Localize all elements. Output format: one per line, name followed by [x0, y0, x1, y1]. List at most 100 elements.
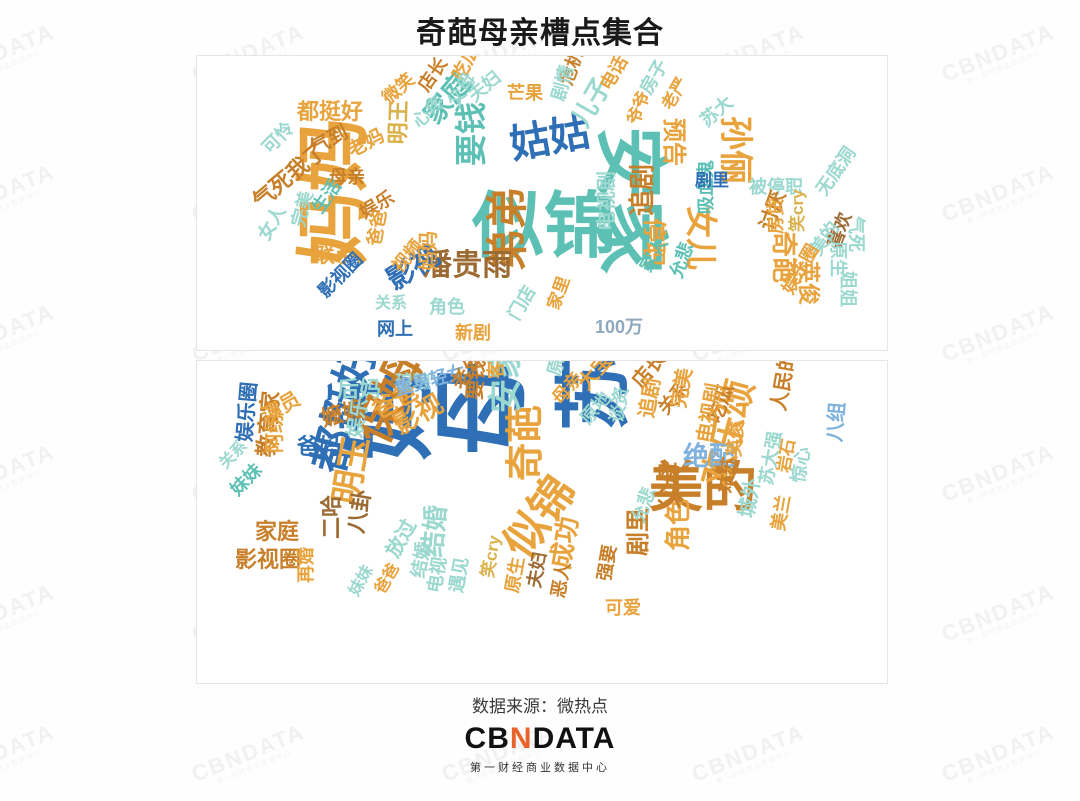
wordcloud-panel-bottom: 母妈苏大美的保姆都挺好似锦奇葩安家欢乐颂明玉影视结婚绝配成功角色剧里教育家后妈嬷…: [196, 360, 888, 684]
wordcloud-word: 新剧: [455, 323, 491, 343]
logo-subtitle: 第一财经商业数据中心: [470, 762, 610, 774]
wordcloud-word: 母亲: [329, 167, 365, 187]
wordcloud-bottom: 母妈苏大美的保姆都挺好似锦奇葩安家欢乐颂明玉影视结婚绝配成功角色剧里教育家后妈嬷…: [197, 361, 887, 683]
wordcloud-word: 家庭: [255, 519, 300, 544]
watermark-wordmark: CBNDATA: [0, 578, 59, 647]
wordcloud-word: 笑cry: [478, 533, 505, 580]
wordcloud-word: 都挺好: [297, 99, 364, 124]
wordcloud-word: 恶人: [548, 560, 574, 600]
wordcloud-word: 网上: [377, 319, 413, 339]
wordcloud-word: 被停职: [749, 177, 803, 197]
watermark-wordmark: CBNDATA: [938, 158, 1059, 227]
wordcloud-word: 家里: [544, 273, 574, 313]
watermark-wordmark: CBNDATA: [0, 438, 59, 507]
watermark-wordmark: CBNDATA: [938, 298, 1059, 367]
wordcloud-word: 门店: [504, 282, 540, 324]
wordcloud-word: 房贷: [766, 198, 786, 234]
wordcloud-word: 爷爷: [624, 88, 654, 128]
wordcloud-word: 预告: [660, 118, 687, 166]
data-source-label: 数据来源：微热点: [472, 697, 608, 716]
wordcloud-word: 要钱: [464, 360, 490, 401]
wordcloud-word: 阿纷: [264, 413, 286, 453]
wordcloud-word: 爸妈: [297, 434, 342, 459]
watermark-wordmark: CBNDATA: [0, 298, 59, 367]
wordcloud-panel-top: 妈妈 似锦 安家 姑姑 弟弟 潘贵雨 孙俪 女儿 要钱 家庭 影视 儿子 都挺好 气死我了 追剧 预告 奇葩 英俊…: [196, 55, 888, 351]
wordcloud-word: 姐姐: [838, 271, 858, 307]
watermark-subtitle: 第一财经商业数据中心: [0, 469, 43, 507]
wordcloud-word: 关系: [375, 295, 408, 312]
wordcloud-word: 再婚: [296, 547, 316, 583]
wordcloud-word: 要钱: [453, 101, 489, 166]
wordcloud-word: 气死: [846, 216, 866, 252]
wordcloud-word: 可爱: [605, 598, 641, 618]
watermark-wordmark: CBNDATA: [938, 438, 1059, 507]
wordcloud-word: 老严: [658, 74, 692, 113]
watermark-wordmark: CBNDATA: [0, 158, 59, 227]
wordcloud-top: 妈妈 似锦 安家 姑姑 弟弟 潘贵雨 孙俪 女儿 要钱 家庭 影视 儿子 都挺好 气死我了 追剧 预告 奇葩 英俊…: [197, 56, 887, 350]
wordcloud-word: 奇葩: [505, 404, 547, 481]
wordcloud-word: 人民的名义: [768, 360, 808, 413]
watermark-wordmark: CBNDATA: [938, 578, 1059, 647]
wordcloud-word: 绝配: [683, 441, 736, 471]
wordcloud-word: 遇见: [446, 555, 472, 595]
page-title: 奇葩母亲槽点集合: [416, 17, 664, 50]
logo-text-data: DATA: [532, 722, 616, 755]
wordcloud-word: 明王: [385, 99, 412, 145]
wordcloud-word: 爸爸: [372, 560, 403, 597]
wordcloud-word: 妹妹: [346, 562, 377, 599]
wordcloud-word: 笑cry: [788, 189, 807, 232]
watermark-subtitle: 第一财经商业数据中心: [0, 189, 43, 227]
wordcloud-word: 完美: [668, 366, 697, 410]
wordcloud-word: 电视剧: [596, 171, 618, 231]
wordcloud-word: 娱乐圈: [234, 381, 262, 443]
wordcloud-word: 客串: [486, 360, 506, 379]
watermark-subtitle: 第一财经商业数据中心: [0, 329, 43, 367]
wordcloud-word: 英俊: [724, 420, 748, 458]
watermark-subtitle: 第一财经商业数据中心: [965, 189, 1043, 227]
wordcloud-word: 美兰: [768, 493, 794, 533]
wordcloud-word: 爸爸: [364, 208, 390, 248]
wordcloud-word: 追剧: [627, 163, 657, 216]
wordcloud-word: 城外: [736, 476, 765, 520]
wordcloud-word: 八卦: [343, 487, 376, 535]
wordcloud-word: 强要: [594, 543, 620, 583]
wordcloud-word: 剧情: [548, 62, 577, 103]
wordcloud-word: 电话: [596, 55, 632, 94]
cbndata-logo: CBNDATA 第一财经商业数据中心: [0, 722, 1080, 775]
wordcloud-word: 后妈: [337, 377, 382, 402]
logo-text-cb: CB: [464, 722, 510, 755]
wordcloud-word: 夫妇: [524, 550, 550, 590]
wordcloud-word: 原生: [502, 555, 528, 595]
logo-wordmark: CBNDATA: [0, 722, 1080, 756]
wordcloud-word: 允悲: [628, 484, 660, 526]
wordcloud-word: 剧里: [695, 171, 729, 190]
wordcloud-word: 芒果: [507, 83, 543, 103]
wordcloud-word: 追剧: [636, 376, 665, 420]
wordcloud-word: 琅琅: [395, 372, 431, 392]
watermark-subtitle: 第一财经商业数据中心: [0, 609, 43, 647]
watermark-subtitle: 第一财经商业数据中心: [965, 329, 1043, 367]
logo-accent-n: N: [509, 722, 533, 755]
wordcloud-word: 美的: [649, 458, 757, 518]
wordcloud-word: 影视圈: [235, 547, 302, 572]
wordcloud-word: 联手: [315, 245, 355, 267]
watermark-subtitle: 第一财经商业数据中心: [965, 609, 1043, 647]
wordcloud-word: 二哈: [319, 494, 344, 539]
wordcloud-word: 八组: [824, 401, 850, 443]
wordcloud-word: 父母: [657, 461, 684, 509]
wordcloud-word: 角色: [429, 297, 465, 317]
wordcloud-word: 无底洞: [812, 143, 860, 199]
wordcloud-word: 妈妈: [418, 231, 440, 271]
wordcloud-word: 似锦: [472, 187, 617, 267]
wordcloud-word: 潘贵雨: [422, 249, 512, 282]
watermark-subtitle: 第一财经商业数据中心: [965, 469, 1043, 507]
